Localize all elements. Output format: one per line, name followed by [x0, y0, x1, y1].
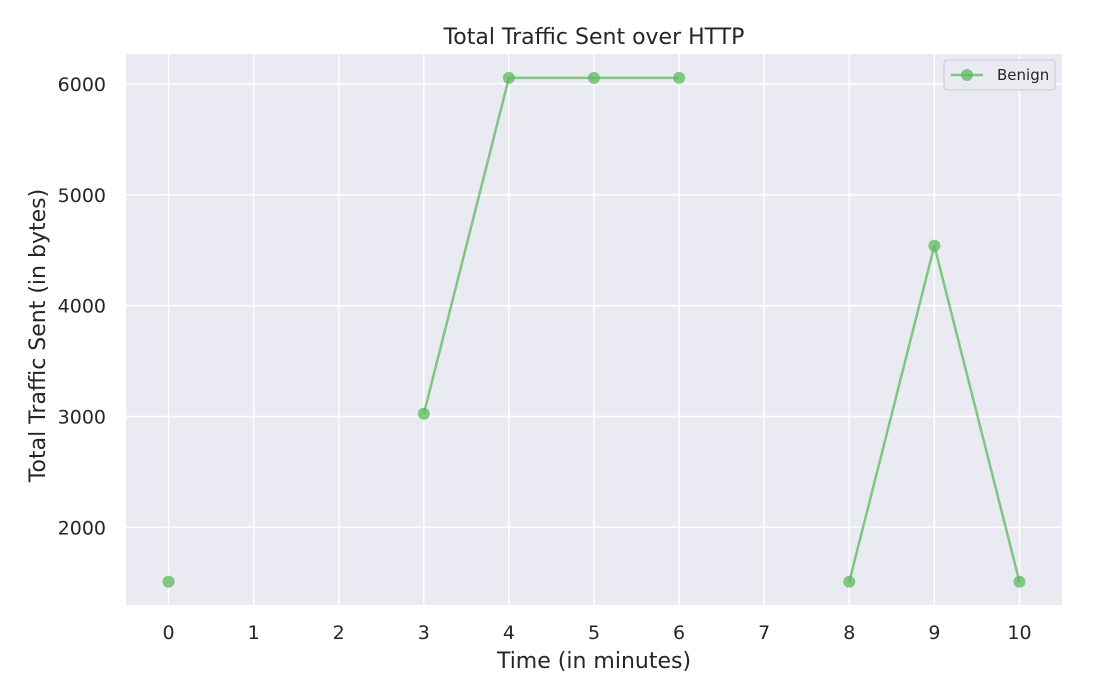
data-point — [417, 407, 430, 420]
legend-box — [943, 59, 1056, 91]
x-tick-label: 9 — [928, 622, 940, 644]
y-tick-label: 5000 — [58, 185, 106, 207]
x-tick-label: 6 — [673, 622, 685, 644]
data-point — [673, 71, 686, 84]
x-tick-label: 1 — [248, 622, 260, 644]
legend-label-benign: Benign — [997, 66, 1049, 84]
legend-marker — [961, 69, 973, 81]
chart-title: Total Traffic Sent over HTTP — [443, 25, 745, 50]
x-tick-labels: 0 1 2 3 4 5 6 7 8 9 10 — [162, 622, 1031, 644]
data-point — [1013, 575, 1026, 588]
x-tick-label: 5 — [588, 622, 600, 644]
y-tick-label: 6000 — [58, 74, 106, 96]
x-tick-label: 8 — [843, 622, 855, 644]
x-tick-label: 0 — [162, 622, 174, 644]
x-tick-label: 2 — [333, 622, 345, 644]
y-tick-label: 4000 — [58, 296, 106, 318]
data-point — [502, 71, 515, 84]
y-tick-label: 3000 — [58, 407, 106, 429]
x-axis-label: Time (in minutes) — [496, 649, 691, 674]
x-tick-label: 7 — [758, 622, 770, 644]
y-tick-label: 2000 — [58, 517, 106, 539]
data-point — [162, 575, 175, 588]
x-tick-label: 3 — [418, 622, 430, 644]
series-line — [422, 76, 680, 415]
data-point — [588, 71, 600, 84]
series-layer — [162, 71, 1026, 588]
data-point — [928, 239, 941, 252]
y-tick-labels: 2000 3000 4000 5000 6000 — [58, 74, 106, 539]
y-axis-label: Total Traffic Sent (in bytes) — [26, 189, 51, 483]
legend: Benign — [943, 59, 1056, 91]
x-tick-label: 10 — [1007, 622, 1031, 644]
x-tick-label: 4 — [503, 622, 515, 644]
data-point — [843, 575, 856, 588]
grid — [126, 54, 1062, 605]
